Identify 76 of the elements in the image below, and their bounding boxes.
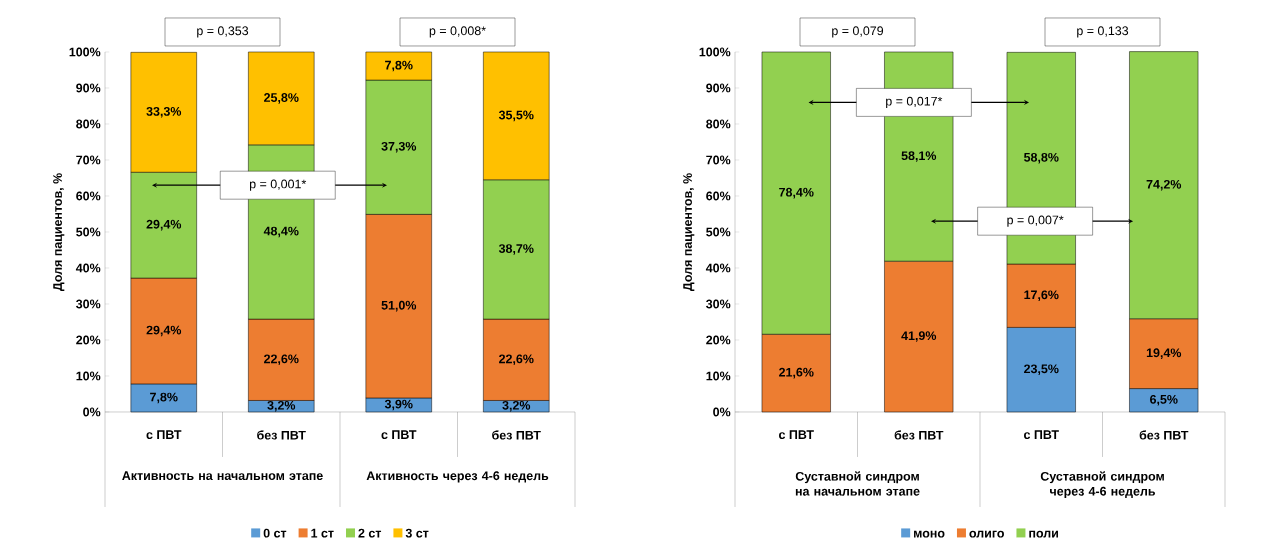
y-axis-title: Доля пациентов, % bbox=[53, 173, 65, 292]
y-tick-label: 30% bbox=[706, 299, 731, 309]
data-label: 29,4% bbox=[146, 325, 182, 337]
y-tick-label: 20% bbox=[706, 335, 731, 345]
text: Активность на начальном этапе bbox=[122, 471, 323, 481]
text: Активность через 4-6 недель bbox=[366, 471, 549, 483]
y-tick-label: 70% bbox=[706, 155, 731, 165]
data-label: 48,4% bbox=[263, 226, 299, 238]
y-tick-label: 50% bbox=[706, 227, 731, 237]
annotation: p = 0,017* bbox=[886, 96, 943, 109]
data-label: 7,8% bbox=[385, 60, 413, 72]
y-axis-title: Доля пациентов, % bbox=[683, 173, 695, 292]
legend-label: 2 ст bbox=[358, 528, 382, 538]
y-tick-label: 10% bbox=[76, 371, 101, 381]
data-label: 3,9% bbox=[384, 399, 413, 411]
data-label: 51,0% bbox=[381, 300, 417, 312]
y-tick-label: 80% bbox=[706, 119, 731, 129]
data-label: 35,5% bbox=[498, 110, 534, 122]
data-label: 74,2% bbox=[1146, 179, 1182, 191]
legend-label: 3 ст bbox=[405, 528, 429, 538]
data-label: 41,9% bbox=[901, 331, 937, 342]
x-tick-label: с ПВТ bbox=[779, 430, 814, 440]
y-tick-label: 60% bbox=[76, 191, 101, 201]
x-tick-label: без ПВТ bbox=[894, 430, 944, 440]
text: p = 0,133 bbox=[1077, 26, 1129, 38]
data-label: 21,6% bbox=[779, 367, 814, 379]
y-tick-label: 0% bbox=[83, 407, 101, 417]
y-tick-label: 50% bbox=[76, 227, 101, 237]
legend-label: 0 ст bbox=[263, 528, 287, 538]
data-label: 19,4% bbox=[1146, 348, 1182, 359]
y-tick-label: 20% bbox=[76, 335, 101, 345]
legend-label: моно bbox=[914, 530, 945, 538]
y-tick-label: 100% bbox=[699, 47, 731, 57]
x-tick-label: с ПВТ bbox=[146, 430, 182, 440]
data-label: 23,5% bbox=[1024, 364, 1059, 375]
data-label: 3,2% bbox=[502, 400, 531, 412]
data-label: 3,2% bbox=[267, 400, 296, 412]
data-label: 58,8% bbox=[1024, 152, 1059, 164]
y-tick-label: 80% bbox=[76, 119, 101, 129]
data-label: 22,6% bbox=[499, 354, 534, 366]
x-tick-label: без ПВТ bbox=[1139, 430, 1189, 440]
annotation: p = 0,007* bbox=[1007, 215, 1064, 227]
x-tick-label: без ПВТ bbox=[257, 430, 306, 440]
data-label: 25,8% bbox=[264, 93, 299, 104]
data-label: 29,4% bbox=[146, 219, 182, 231]
y-tick-label: 90% bbox=[76, 83, 101, 93]
text: p = 0,008* bbox=[429, 26, 486, 38]
legend-label: олиго bbox=[969, 530, 1004, 538]
legend-label: поли bbox=[1029, 530, 1058, 538]
legend-label: 1 ст bbox=[311, 528, 334, 538]
y-tick-label: 70% bbox=[76, 155, 101, 165]
y-tick-label: 40% bbox=[75, 263, 101, 273]
x-tick-label: с ПВТ bbox=[381, 430, 417, 440]
data-label: 37,3% bbox=[381, 141, 417, 153]
text: Суставной синдром через 4-6 недель bbox=[1040, 471, 1164, 499]
data-label: 7,8% bbox=[150, 392, 178, 404]
y-tick-label: 30% bbox=[76, 299, 101, 309]
data-label: 33,3% bbox=[146, 106, 182, 118]
y-tick-label: 10% bbox=[706, 371, 731, 381]
data-label: 58,1% bbox=[901, 151, 937, 162]
y-tick-label: 100% bbox=[69, 47, 101, 57]
y-tick-label: 60% bbox=[706, 191, 731, 201]
data-label: 22,6% bbox=[264, 354, 299, 366]
data-label: 38,7% bbox=[498, 244, 534, 255]
x-tick-label: без ПВТ bbox=[492, 430, 541, 440]
x-tick-label: с ПВТ bbox=[1024, 430, 1059, 440]
y-tick-label: 0% bbox=[713, 407, 731, 417]
data-label: 78,4% bbox=[779, 187, 814, 199]
annotation: p = 0,001* bbox=[249, 179, 307, 191]
y-tick-label: 90% bbox=[706, 83, 731, 93]
text: p = 0,079 bbox=[832, 26, 884, 38]
data-label: 6,5% bbox=[1150, 394, 1178, 406]
data-label: 17,6% bbox=[1024, 290, 1059, 302]
text: Суставной синдром на начальном этапе bbox=[795, 471, 920, 496]
text: p = 0,353 bbox=[197, 26, 249, 38]
y-tick-label: 40% bbox=[705, 263, 731, 273]
